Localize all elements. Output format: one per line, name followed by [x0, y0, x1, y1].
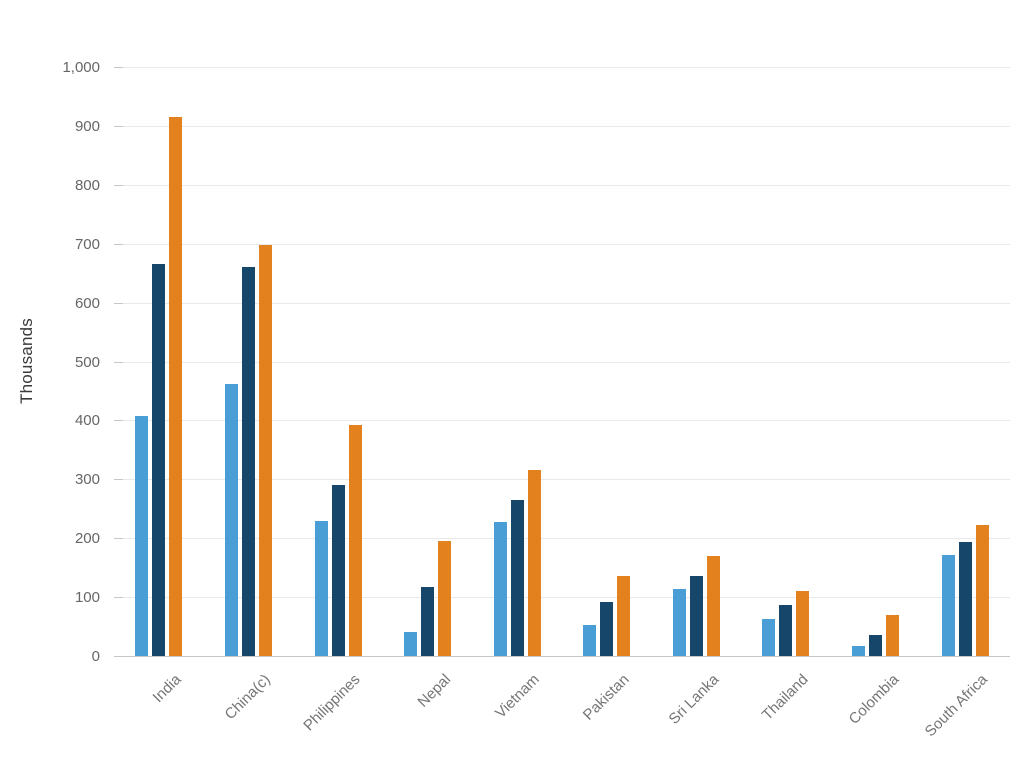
x-tick-label-text: Sri Lanka [665, 671, 723, 728]
y-tick-mark [114, 244, 123, 245]
gridline [114, 126, 1010, 127]
bar-series-3 [259, 245, 272, 656]
bar-series-1 [225, 384, 238, 656]
bar-series-1 [135, 416, 148, 656]
bar-series-1 [404, 632, 417, 656]
gridline [114, 244, 1010, 245]
x-tick-label-text: India [149, 671, 186, 707]
y-tick-label: 500 [74, 354, 100, 371]
y-tick-label: 100 [74, 589, 100, 606]
x-tick-label-text: Nepal [414, 671, 455, 711]
bar-series-3 [438, 541, 451, 656]
y-tick-mark [114, 126, 123, 127]
bar-series-2 [600, 602, 613, 656]
x-tick-label-text: Pakistan [580, 671, 634, 724]
y-tick-label: 1,000 [62, 59, 100, 76]
y-tick-mark [114, 597, 123, 598]
bar-series-1 [494, 522, 507, 656]
bar-series-2 [511, 500, 524, 656]
y-tick-label: 400 [74, 412, 100, 429]
bar-series-2 [421, 587, 434, 656]
bar-series-2 [959, 542, 972, 656]
gridline [114, 303, 1010, 304]
y-tick-label: 0 [91, 648, 100, 665]
bar-series-2 [690, 576, 703, 656]
x-axis-line [114, 656, 1010, 657]
gridline [114, 420, 1010, 421]
bar-series-3 [617, 576, 630, 656]
bar-series-3 [796, 591, 809, 656]
y-tick-mark [114, 479, 123, 480]
x-tick-label-text: China(c) [221, 671, 275, 724]
y-tick-label: 800 [74, 177, 100, 194]
bar-series-3 [976, 525, 989, 656]
bar-series-2 [242, 267, 255, 656]
x-tick-label-text: Philippines [300, 671, 365, 735]
y-axis-labels: 0 100 200 300 400 500 600 700 800 900 1,000 [0, 59, 100, 665]
bar-series-3 [707, 556, 720, 656]
bar-series-3 [169, 117, 182, 656]
gridline [114, 597, 1010, 598]
y-tick-mark [114, 185, 123, 186]
y-tick-mark [114, 538, 123, 539]
gridline [114, 362, 1010, 363]
bar-series-1 [673, 589, 686, 656]
y-tick-label: 900 [74, 118, 100, 135]
bar-series-3 [886, 615, 899, 656]
bar-series-1 [852, 646, 865, 656]
bar-series-3 [528, 470, 541, 656]
gridline [114, 479, 1010, 480]
bar-series-2 [869, 635, 882, 656]
y-tick-label: 600 [74, 295, 100, 312]
x-axis-labels: India China(c) Philippines Nepal Vietnam Paki… [114, 657, 1010, 767]
x-tick-label-text: Colombia [845, 671, 903, 728]
bar-series-1 [315, 521, 328, 656]
y-tick-label: 300 [74, 471, 100, 488]
bar-series-1 [942, 555, 955, 656]
bar-series-2 [779, 605, 792, 656]
x-tick-label-text: Vietnam [492, 671, 544, 722]
y-tick-mark [114, 362, 123, 363]
gridline [114, 67, 1010, 68]
y-tick-label: 200 [74, 530, 100, 547]
y-tick-label: 700 [74, 236, 100, 253]
x-tick-label-text: South Africa [921, 671, 992, 741]
x-tick-label-text: Thailand [759, 671, 813, 724]
gridline [114, 185, 1010, 186]
bar-series-1 [762, 619, 775, 656]
gridline [114, 538, 1010, 539]
y-tick-mark [114, 303, 123, 304]
bar-series-1 [583, 625, 596, 656]
bar-series-2 [332, 485, 345, 656]
bar-series-3 [349, 425, 362, 656]
plot-area [114, 67, 1010, 657]
y-tick-mark [114, 67, 123, 68]
bar-series-2 [152, 264, 165, 656]
y-tick-mark [114, 420, 123, 421]
